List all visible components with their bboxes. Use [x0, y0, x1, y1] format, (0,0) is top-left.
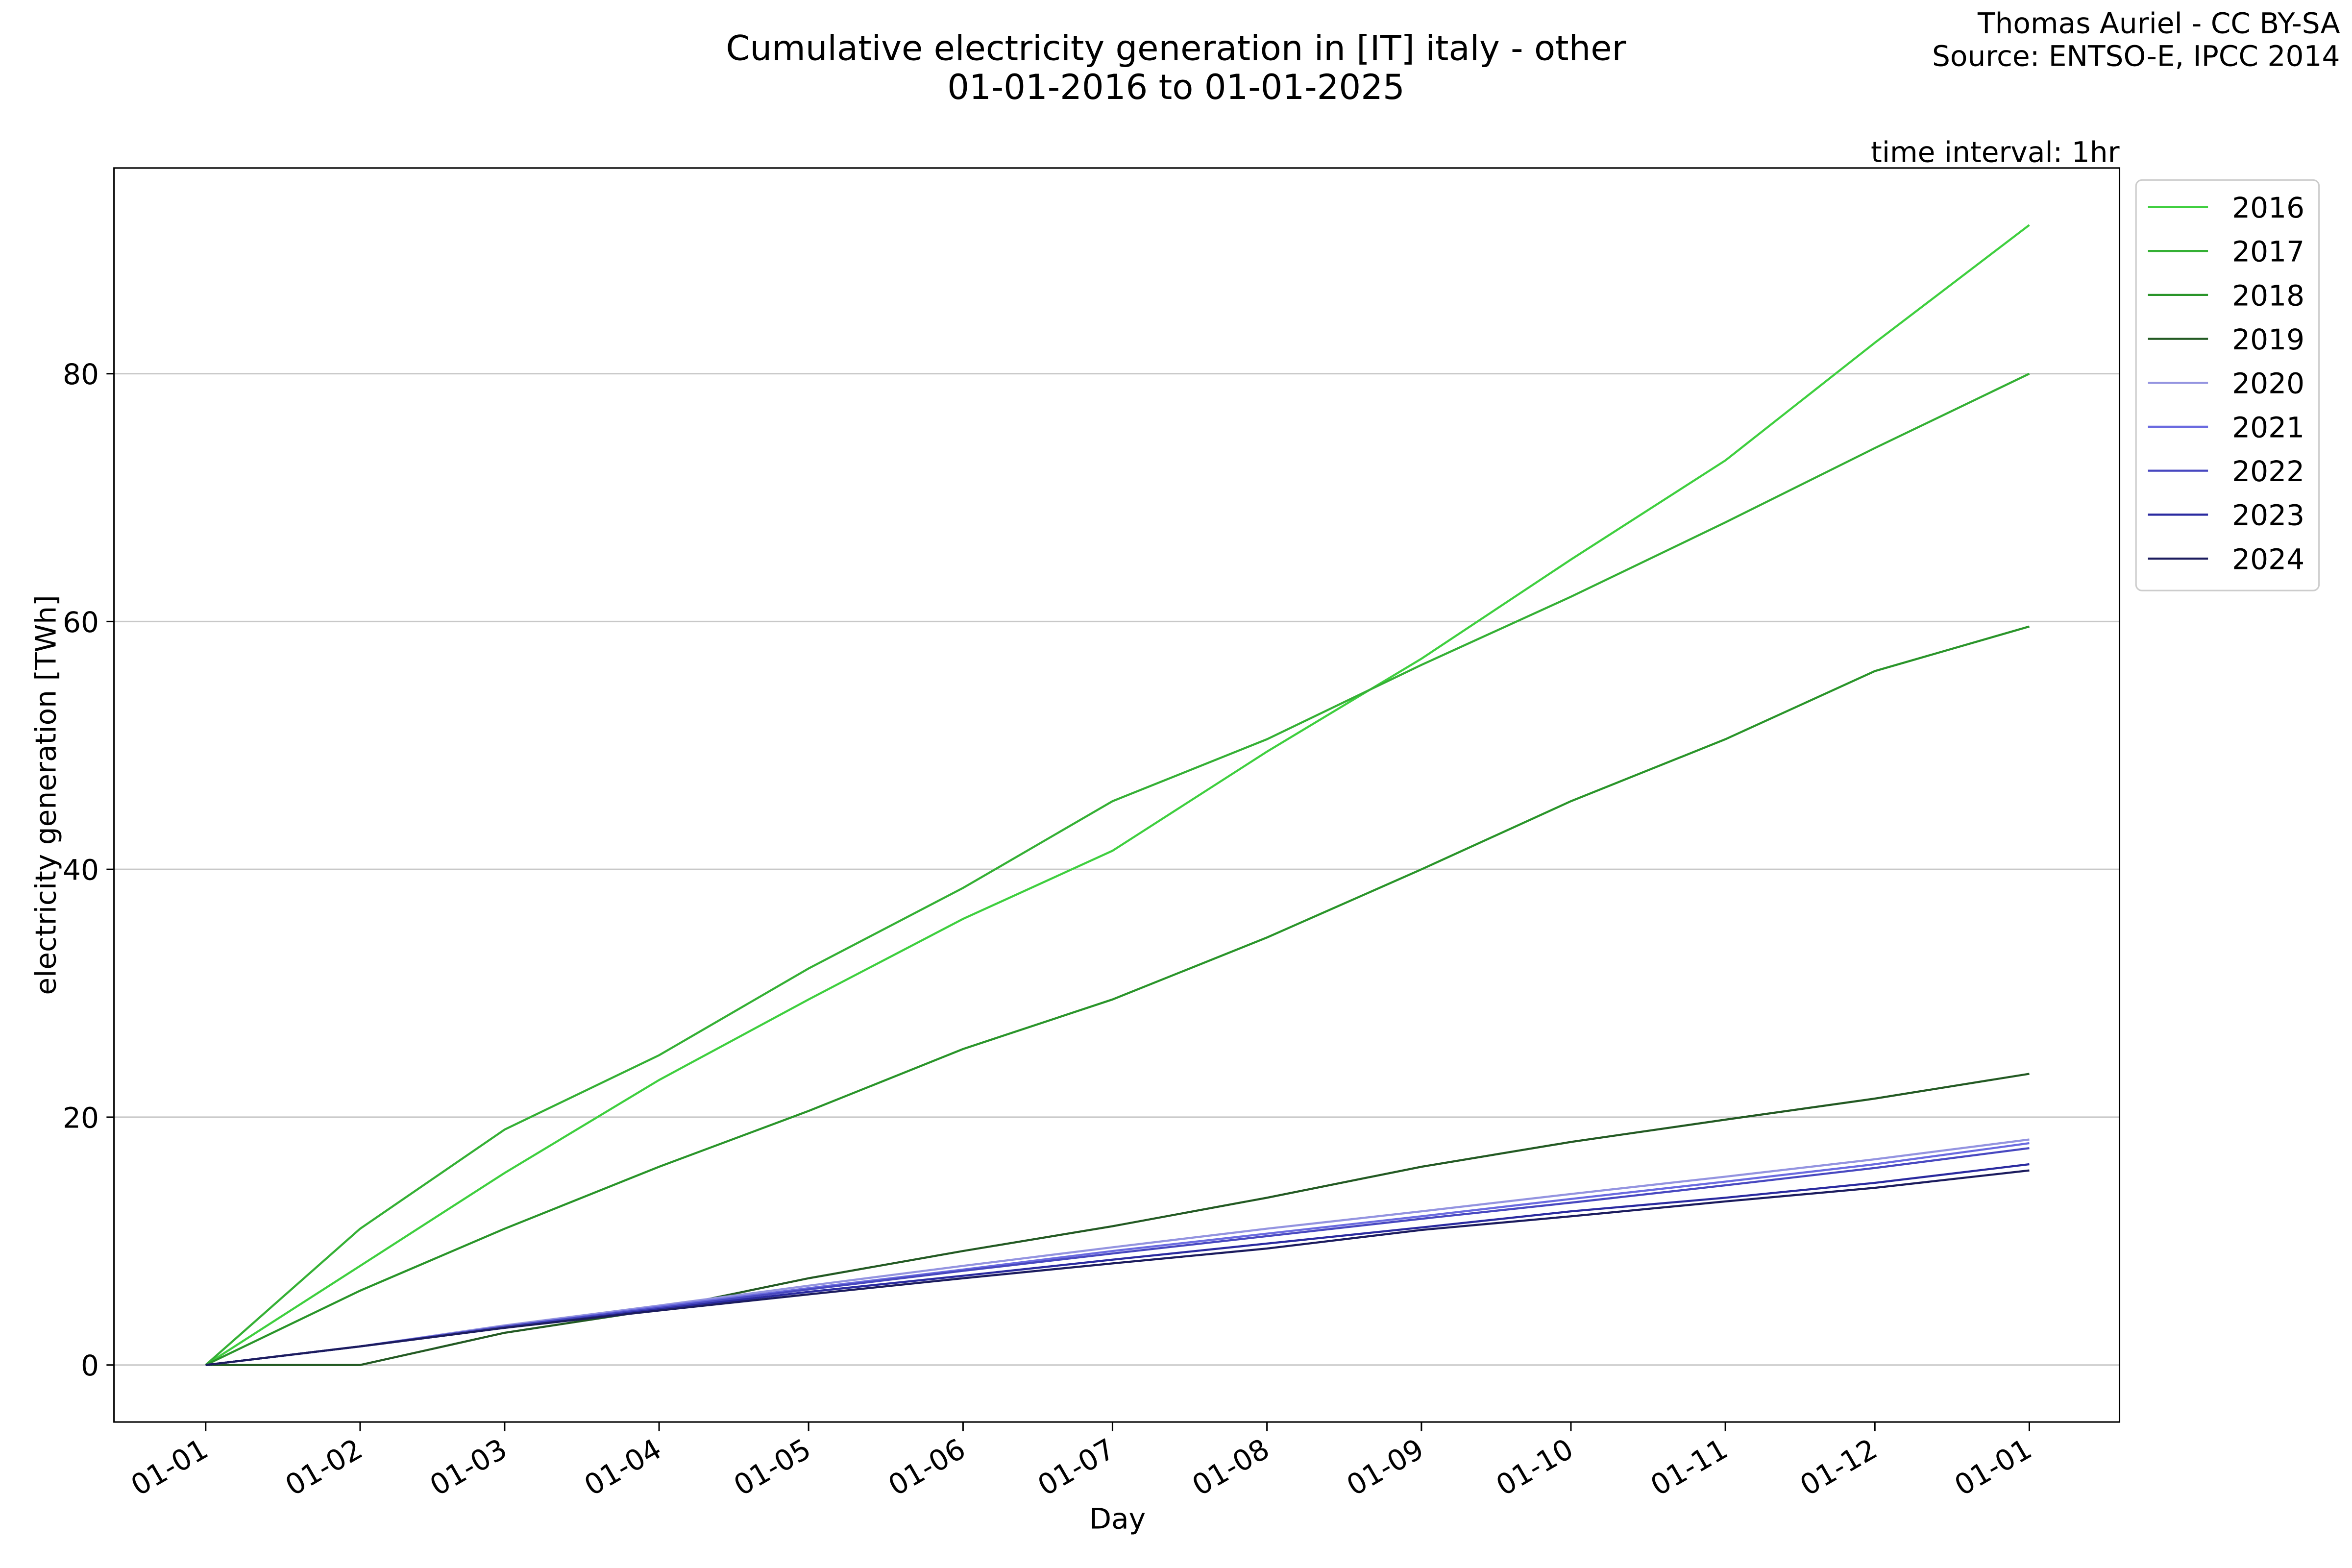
annotation: time interval: 1hr — [1871, 136, 2120, 169]
x-axis-label: Day — [1089, 1502, 1146, 1535]
legend-label: 2019 — [2232, 323, 2304, 356]
y-tick-label: 0 — [81, 1349, 99, 1382]
legend-label: 2018 — [2232, 279, 2304, 312]
series-line — [205, 1169, 2030, 1366]
legend-label: 2020 — [2232, 367, 2304, 400]
legend-label: 2022 — [2232, 455, 2304, 488]
chart-subtitle: 01-01-2016 to 01-01-2025 — [947, 67, 1405, 107]
series-line — [205, 372, 2030, 1366]
series-line — [205, 224, 2030, 1366]
series-line — [205, 625, 2030, 1366]
series-line — [205, 1138, 2030, 1366]
series-line — [205, 1073, 2030, 1366]
credit: Source: ENTSO-E, IPCC 2014 — [1932, 40, 2340, 73]
y-tick-label: 80 — [63, 358, 99, 391]
y-tick-label: 40 — [63, 854, 99, 887]
plot-frame — [113, 167, 2121, 1423]
legend-label: 2016 — [2232, 191, 2304, 224]
legend-label: 2021 — [2232, 411, 2304, 444]
y-tick-label: 60 — [63, 606, 99, 639]
y-tick-label: 20 — [63, 1101, 99, 1134]
legend-box — [2135, 179, 2320, 591]
legend-label: 2024 — [2232, 542, 2304, 576]
y-axis-label: electricity generation [TWh] — [29, 595, 62, 995]
chart-title: Cumulative electricity generation in [IT… — [726, 28, 1626, 68]
series-line — [205, 1147, 2030, 1366]
legend-label: 2023 — [2232, 499, 2304, 532]
credit: Thomas Auriel - CC BY-SA — [1977, 6, 2340, 40]
legend-label: 2017 — [2232, 235, 2304, 269]
